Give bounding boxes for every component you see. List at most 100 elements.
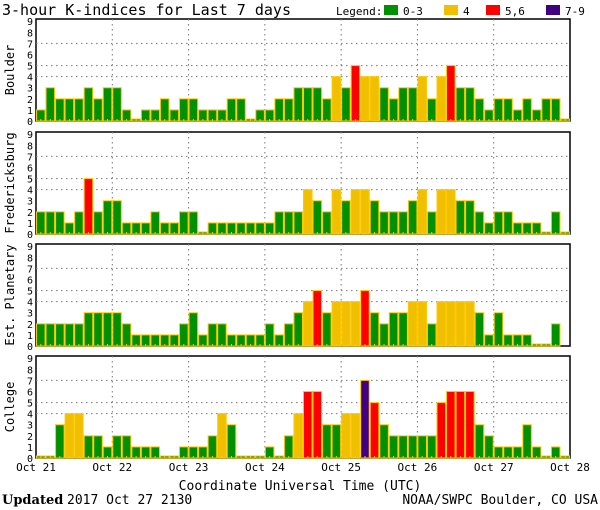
bar-est-planetary-0 (36, 323, 46, 347)
y-tick-label: 1 (27, 331, 33, 342)
bar-college-9 (121, 435, 132, 459)
bar-college-45 (465, 390, 475, 459)
bar-est-planetary-44 (455, 301, 466, 347)
bar-college-32 (341, 413, 351, 459)
y-tick-label: 0 (27, 454, 33, 465)
bar-boulder-2 (55, 98, 65, 122)
y-tick-label: 2 (27, 320, 33, 331)
legend-swatch-5-6 (486, 5, 500, 15)
y-axis-label-college: College (3, 382, 17, 433)
bar-boulder-46 (474, 98, 485, 122)
bar-fredericksburg-34 (360, 189, 370, 235)
bar-college-41 (426, 435, 437, 459)
bar-fredericksburg-42 (436, 189, 447, 235)
bar-fredericksburg-43 (446, 189, 456, 235)
bar-fredericksburg-15 (179, 211, 189, 235)
bar-fredericksburg-48 (493, 211, 504, 235)
bar-est-planetary-1 (45, 323, 56, 347)
bar-est-planetary-29 (312, 290, 323, 347)
x-tick-label: Oct 26 (398, 461, 438, 474)
bar-est-planetary-28 (303, 301, 313, 347)
bar-boulder-30 (322, 98, 332, 122)
y-axis-label-est-planetary: Est. Planetary (3, 244, 17, 345)
bar-boulder-40 (417, 76, 427, 122)
bar-est-planetary-15 (179, 323, 189, 347)
y-tick-label: 1 (27, 443, 33, 454)
bar-est-planetary-18 (207, 323, 218, 347)
bar-boulder-35 (369, 76, 380, 122)
bar-boulder-21 (236, 98, 246, 122)
bar-boulder-33 (350, 65, 361, 122)
bar-fredericksburg-38 (398, 211, 408, 235)
legend-item-5-6: 5,6 (505, 5, 525, 18)
bar-college-28 (303, 390, 313, 459)
bar-est-planetary-31 (331, 301, 342, 347)
bar-fredericksburg-44 (455, 200, 466, 235)
bar-est-planetary-16 (188, 312, 199, 347)
bar-college-44 (455, 390, 466, 459)
bar-boulder-7 (102, 87, 113, 122)
y-tick-label: 0 (27, 342, 33, 353)
y-tick-label: 7 (27, 376, 33, 387)
bar-boulder-54 (550, 98, 561, 122)
bar-est-planetary-7 (102, 312, 113, 347)
bar-college-6 (93, 435, 103, 459)
bar-boulder-42 (436, 76, 447, 122)
y-tick-label: 7 (27, 264, 33, 275)
bar-est-planetary-3 (64, 323, 75, 347)
bar-college-4 (74, 413, 84, 459)
y-tick-label: 6 (27, 163, 33, 174)
bar-boulder-13 (159, 98, 170, 122)
y-tick-label: 7 (27, 39, 33, 50)
x-tick-label: Oct 22 (92, 461, 132, 474)
x-tick-label: Oct 27 (474, 461, 514, 474)
bar-fredericksburg-36 (379, 211, 389, 235)
updated-value: 2017 Oct 27 2130 (67, 493, 192, 508)
x-axis-label: Coordinate Universal Time (UTC) (179, 479, 422, 494)
bar-est-planetary-35 (369, 312, 380, 347)
bar-fredericksburg-33 (350, 189, 361, 235)
bar-boulder-25 (274, 98, 284, 122)
bar-boulder-20 (226, 98, 237, 122)
bar-college-46 (474, 424, 485, 459)
y-tick-label: 8 (27, 141, 33, 152)
y-tick-label: 0 (27, 230, 33, 241)
bar-fredericksburg-30 (322, 211, 332, 235)
legend: Legend: 0-3 4 5,6 7-9 (336, 5, 585, 18)
bar-est-planetary-43 (446, 301, 456, 347)
bar-boulder-8 (112, 87, 122, 122)
bar-college-35 (369, 402, 380, 459)
bar-fredericksburg-5 (83, 178, 94, 235)
bar-fredericksburg-45 (465, 200, 475, 235)
bar-boulder-29 (312, 87, 323, 122)
bar-boulder-4 (74, 98, 84, 122)
bar-fredericksburg-32 (341, 200, 351, 235)
bar-est-planetary-8 (112, 312, 122, 347)
x-tick-label: Oct 23 (169, 461, 209, 474)
bar-boulder-44 (455, 87, 466, 122)
y-tick-label: 5 (27, 399, 33, 410)
bar-fredericksburg-31 (331, 189, 342, 235)
bar-est-planetary-39 (407, 301, 418, 347)
bar-est-planetary-46 (474, 312, 485, 347)
y-tick-label: 1 (27, 106, 33, 117)
y-tick-label: 4 (27, 186, 33, 197)
y-tick-label: 4 (27, 410, 33, 421)
y-tick-label: 3 (27, 84, 33, 95)
bar-fredericksburg-12 (150, 211, 160, 235)
bar-college-2 (55, 424, 65, 459)
bar-college-26 (283, 435, 294, 459)
bar-est-planetary-30 (322, 312, 332, 347)
bar-est-planetary-27 (293, 312, 304, 347)
x-tick-label: Oct 24 (245, 461, 285, 474)
bar-boulder-51 (522, 98, 532, 122)
bar-college-20 (226, 424, 237, 459)
y-tick-label: 3 (27, 197, 33, 208)
bar-fredericksburg-0 (36, 211, 46, 235)
bar-college-29 (312, 390, 323, 459)
bar-boulder-39 (407, 87, 418, 122)
legend-swatch-7-9 (546, 5, 560, 15)
